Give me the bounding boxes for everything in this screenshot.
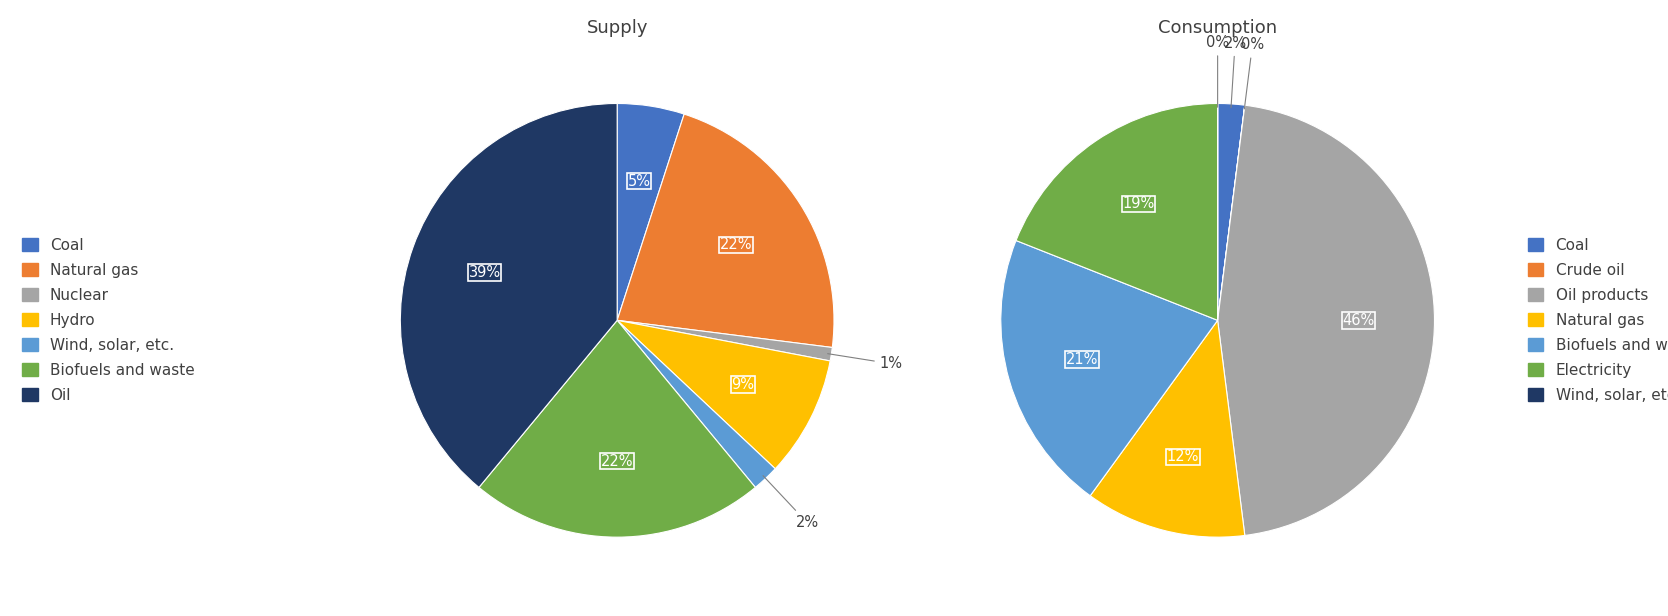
Legend: Coal, Natural gas, Nuclear, Hydro, Wind, solar, etc., Biofuels and waste, Oil: Coal, Natural gas, Nuclear, Hydro, Wind,… bbox=[18, 233, 198, 407]
Text: 0%: 0% bbox=[1241, 38, 1264, 109]
Wedge shape bbox=[617, 320, 776, 487]
Text: 5%: 5% bbox=[627, 174, 651, 188]
Wedge shape bbox=[400, 103, 617, 487]
Text: 22%: 22% bbox=[600, 454, 634, 469]
Text: 12%: 12% bbox=[1166, 449, 1199, 464]
Text: 39%: 39% bbox=[469, 265, 500, 280]
Wedge shape bbox=[1218, 105, 1244, 320]
Wedge shape bbox=[1001, 240, 1218, 496]
Wedge shape bbox=[1218, 103, 1244, 320]
Text: 46%: 46% bbox=[1343, 313, 1374, 328]
Wedge shape bbox=[1218, 105, 1434, 535]
Wedge shape bbox=[479, 320, 756, 537]
Text: 9%: 9% bbox=[731, 377, 754, 392]
Text: 19%: 19% bbox=[1123, 197, 1154, 211]
Text: 21%: 21% bbox=[1066, 352, 1099, 367]
Legend: Coal, Crude oil, Oil products, Natural gas, Biofuels and waste, Electricity, Win: Coal, Crude oil, Oil products, Natural g… bbox=[1523, 233, 1668, 407]
Wedge shape bbox=[617, 114, 834, 347]
Text: 0%: 0% bbox=[1206, 35, 1229, 107]
Text: 22%: 22% bbox=[721, 237, 752, 253]
Wedge shape bbox=[617, 320, 831, 469]
Text: 2%: 2% bbox=[1224, 36, 1246, 108]
Title: Consumption: Consumption bbox=[1158, 18, 1278, 36]
Text: 1%: 1% bbox=[827, 354, 902, 371]
Wedge shape bbox=[1016, 103, 1218, 320]
Wedge shape bbox=[617, 320, 832, 361]
Wedge shape bbox=[617, 103, 684, 320]
Title: Supply: Supply bbox=[587, 18, 647, 36]
Wedge shape bbox=[1091, 320, 1244, 537]
Text: 2%: 2% bbox=[762, 476, 819, 530]
